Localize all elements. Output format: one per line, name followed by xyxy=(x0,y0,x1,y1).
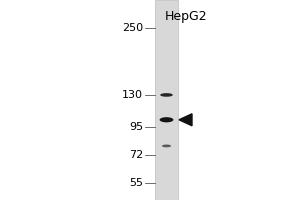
Ellipse shape xyxy=(162,145,171,147)
Text: 95: 95 xyxy=(129,122,143,132)
Polygon shape xyxy=(179,114,192,126)
Text: HepG2: HepG2 xyxy=(165,10,208,23)
Text: 72: 72 xyxy=(129,150,143,160)
Bar xyxy=(155,0,178,200)
Ellipse shape xyxy=(160,117,173,122)
Text: 250: 250 xyxy=(122,23,143,33)
Text: 55: 55 xyxy=(129,178,143,188)
Ellipse shape xyxy=(160,93,173,97)
Text: 130: 130 xyxy=(122,90,143,100)
